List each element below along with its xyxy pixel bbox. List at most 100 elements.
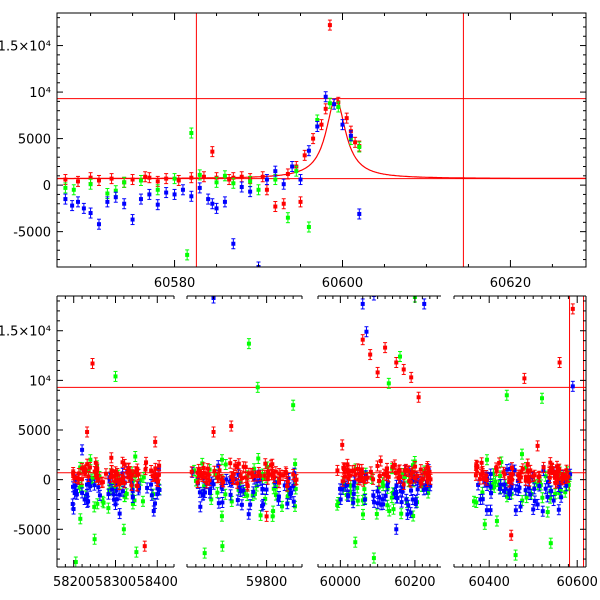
data-point-red <box>341 465 346 470</box>
data-point-blue <box>288 492 293 497</box>
data-point-blue <box>540 509 545 514</box>
data-point-red <box>393 470 398 475</box>
data-point-blue <box>484 508 489 513</box>
data-point-green <box>353 540 358 545</box>
y-tick-label: -5000 <box>13 523 51 538</box>
data-point-blue <box>147 192 152 197</box>
data-point-red <box>368 469 373 474</box>
data-point-green <box>209 497 214 502</box>
data-point-red <box>144 460 149 465</box>
data-point-blue <box>291 483 296 488</box>
data-point-blue <box>260 486 265 491</box>
data-point-red <box>248 471 253 476</box>
data-point-blue <box>413 500 418 505</box>
data-point-red <box>260 174 265 179</box>
data-point-blue <box>202 490 207 495</box>
data-point-red <box>270 470 275 475</box>
data-point-green <box>504 393 509 398</box>
data-point-blue <box>332 102 337 107</box>
data-point-red <box>76 471 81 476</box>
data-point-blue <box>113 502 118 507</box>
data-point-red <box>527 478 532 483</box>
data-point-red <box>143 174 148 179</box>
data-point-blue <box>362 497 367 502</box>
data-point-blue <box>394 490 399 495</box>
data-point-red <box>564 468 569 473</box>
data-point-green <box>215 490 220 495</box>
data-point-red <box>358 477 363 482</box>
data-point-green <box>89 479 94 484</box>
data-point-blue <box>394 483 399 488</box>
data-point-green <box>138 478 143 483</box>
data-point-red <box>236 461 241 466</box>
data-point-red <box>555 464 560 469</box>
data-point-red <box>520 466 525 471</box>
data-point-blue <box>423 483 428 488</box>
data-point-blue <box>338 497 343 502</box>
data-point-blue <box>222 199 227 204</box>
data-point-blue <box>74 489 79 494</box>
data-point-blue <box>564 483 569 488</box>
data-point-red <box>298 199 303 204</box>
data-point-red <box>477 477 482 482</box>
data-point-green <box>258 513 263 518</box>
data-point-red <box>130 177 135 182</box>
data-point-red <box>407 479 412 484</box>
data-point-red <box>207 478 212 483</box>
data-point-red <box>311 136 316 141</box>
data-point-green <box>280 504 285 509</box>
data-point-red <box>516 473 521 478</box>
data-point-blue <box>404 497 409 502</box>
data-point-blue <box>476 482 481 487</box>
y-tick-label: 0 <box>43 474 51 489</box>
data-point-red <box>94 471 99 476</box>
data-point-green <box>474 500 479 505</box>
data-point-blue <box>74 492 79 497</box>
x-tick-label: 60600 <box>557 575 598 590</box>
data-point-blue <box>570 384 575 389</box>
data-point-blue <box>235 498 240 503</box>
data-point-blue <box>88 211 93 216</box>
data-point-red <box>418 467 423 472</box>
data-point-red <box>550 466 555 471</box>
data-point-blue <box>120 489 125 494</box>
data-point-blue <box>239 184 244 189</box>
data-point-green <box>263 496 268 501</box>
data-point-blue <box>406 503 411 508</box>
data-point-green <box>484 457 489 462</box>
data-point-blue <box>488 472 493 477</box>
data-point-blue <box>290 164 295 169</box>
data-point-red <box>390 464 395 469</box>
data-point-green <box>563 490 568 495</box>
bottom-panel-chart: 58200 58300 58400 59800 60000 60200 60400 60600… <box>0 295 598 590</box>
data-point-blue <box>200 493 205 498</box>
data-point-red <box>526 476 531 481</box>
data-point-green <box>293 462 298 467</box>
data-point-green <box>192 468 197 473</box>
data-point-blue <box>298 177 303 182</box>
data-point-green <box>285 494 290 499</box>
data-point-red <box>426 473 431 478</box>
data-point-red <box>130 472 135 477</box>
data-point-red <box>357 467 362 472</box>
data-point-blue <box>546 480 551 485</box>
data-point-red <box>127 469 132 474</box>
data-point-red <box>276 480 281 485</box>
data-point-blue <box>375 489 380 494</box>
data-point-green <box>107 488 112 493</box>
data-point-red <box>263 461 268 466</box>
data-point-blue <box>503 486 508 491</box>
data-point-blue <box>505 467 510 472</box>
data-point-red <box>528 468 533 473</box>
data-point-blue <box>371 296 376 298</box>
data-point-red <box>479 460 484 465</box>
data-point-green <box>545 510 550 515</box>
data-point-green <box>498 474 503 479</box>
data-point-red <box>497 460 502 465</box>
data-point-green <box>402 474 407 479</box>
data-point-blue <box>345 482 350 487</box>
data-point-green <box>350 497 355 502</box>
data-point-red <box>150 474 155 479</box>
data-point-green <box>471 499 476 504</box>
